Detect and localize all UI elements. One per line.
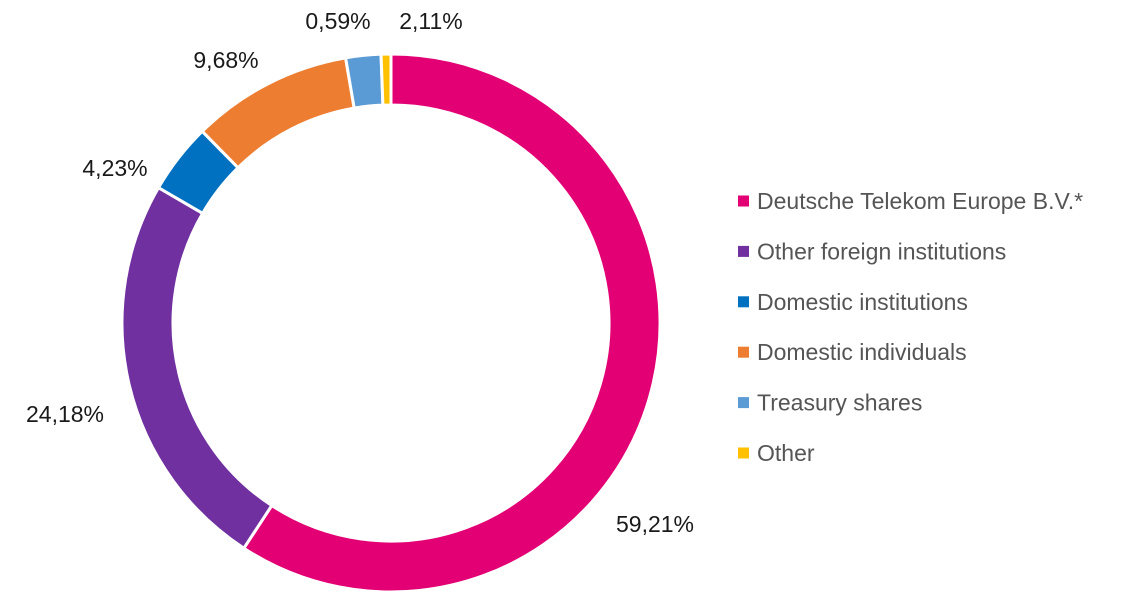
legend-swatch <box>738 397 749 409</box>
legend-label: Domestic institutions <box>757 289 968 315</box>
slice-other-foreign-institutions <box>120 186 274 550</box>
slice-label-deutsche-telekom-europe-b-v: 59,21% <box>616 511 694 537</box>
slice-label-treasury-shares: 2,11% <box>399 8 463 34</box>
slice-label-domestic-individuals: 9,68% <box>193 47 258 73</box>
legend-swatch <box>738 245 749 257</box>
legend-label: Treasury shares <box>757 390 922 416</box>
donut-slices <box>120 52 662 594</box>
legend-label: Other foreign institutions <box>757 238 1006 264</box>
slice-labels: 59,21% 24,18% 4,23% 9,68% 2,11% 0,59% <box>26 8 694 537</box>
legend-swatch <box>738 346 749 358</box>
slice-deutsche-telekom-europe-b-v <box>242 52 662 594</box>
slice-label-domestic-institutions: 4,23% <box>82 155 147 181</box>
legend-item-treasury-shares: Treasury shares <box>738 390 922 416</box>
legend-item-deutsche-telekom-europe-b-v: Deutsche Telekom Europe B.V.* <box>738 188 1083 214</box>
slice-other <box>379 52 393 107</box>
chart-legend: Deutsche Telekom Europe B.V.* Other forei… <box>738 188 1083 466</box>
slice-label-other-foreign-institutions: 24,18% <box>26 401 104 427</box>
legend-label: Deutsche Telekom Europe B.V.* <box>757 188 1083 214</box>
legend-label: Other <box>757 440 815 466</box>
legend-item-other: Other <box>738 440 815 466</box>
slice-domestic-individuals <box>200 56 356 170</box>
legend-item-domestic-institutions: Domestic institutions <box>738 289 968 315</box>
legend-label: Domestic individuals <box>757 339 967 365</box>
legend-swatch <box>738 195 749 207</box>
slice-label-other: 0,59% <box>305 8 370 34</box>
legend-swatch <box>738 296 749 308</box>
legend-swatch <box>738 447 749 459</box>
legend-item-domestic-individuals: Domestic individuals <box>738 339 967 365</box>
legend-item-other-foreign-institutions: Other foreign institutions <box>738 238 1006 264</box>
